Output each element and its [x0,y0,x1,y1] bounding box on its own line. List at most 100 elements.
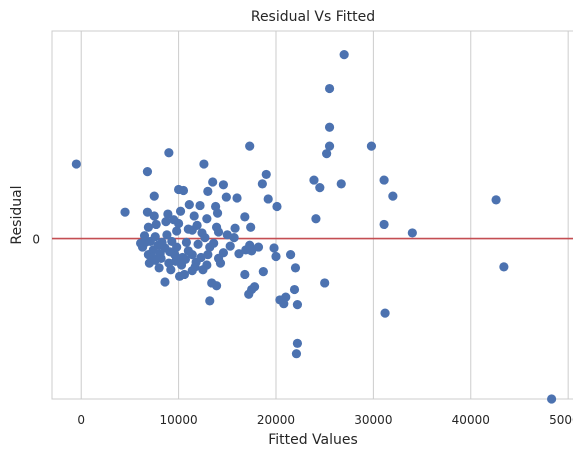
data-point [161,217,171,227]
x-tick-labels: 0 10000 20000 30000 40000 50000 [77,413,573,427]
data-point [366,141,377,151]
data-point [178,185,189,196]
data-point [240,269,250,280]
data-point [149,191,159,201]
data-point [245,240,255,250]
data-point [192,220,202,230]
data-point [212,208,223,218]
data-point [289,284,300,295]
data-point [291,349,302,359]
data-point [151,219,161,230]
data-point [149,211,159,221]
y-tick-labels: 0 [32,233,40,247]
data-point [142,166,153,177]
data-point [155,249,165,259]
data-point [150,232,160,242]
data-point [286,250,296,260]
y-tick-label: 0 [32,233,40,247]
data-point [139,231,150,241]
data-point [183,224,193,234]
x-tick-label: 0 [77,413,85,427]
data-point [153,240,163,250]
data-point [202,214,212,224]
data-point [407,228,417,238]
y-axis-label: Residual [9,185,25,244]
data-point [189,211,199,221]
data-point [175,206,186,216]
data-point [258,267,268,277]
data-point [320,278,330,288]
data-point [160,277,170,287]
data-point [491,195,501,205]
data-point [388,191,398,201]
data-point [234,249,244,259]
data-point [324,122,335,132]
data-point [205,242,215,252]
data-point [324,141,335,151]
data-point [195,200,205,211]
data-point [120,207,130,217]
data-point [211,222,222,232]
data-point [292,300,303,310]
data-point [271,251,281,262]
data-point [324,83,335,94]
gridlines [80,31,569,399]
data-point [249,282,260,292]
data-point [71,159,81,169]
data-point [222,230,232,240]
x-tick-label: 50000 [549,413,573,427]
data-point [196,252,206,263]
data-point [261,169,271,180]
data-point [184,200,194,210]
data-point [218,180,229,190]
data-point [218,248,229,258]
data-point [225,241,235,251]
data-point [339,49,349,60]
data-point [322,149,332,159]
data-point [165,247,175,257]
x-tick-label: 40000 [452,413,490,427]
data-point [269,243,279,253]
data-point [203,186,213,197]
data-point [180,254,191,264]
data-point [215,258,226,268]
data-point [292,338,303,348]
chart-title: Residual Vs Fitted [251,9,375,25]
data-point [309,175,319,185]
data-point [279,299,289,309]
data-point [187,250,197,260]
data-point [162,230,172,240]
x-tick-label: 20000 [257,413,295,427]
data-point [205,296,215,306]
data-point [311,214,321,224]
data-point [379,219,389,230]
data-point [315,183,325,193]
data-point [169,215,179,225]
data-point [167,236,177,247]
plot-frame [51,30,573,400]
x-axis-label: Fitted Values [268,432,358,448]
data-point [147,252,157,263]
data-point [499,262,509,272]
data-point [163,209,173,219]
data-point [207,278,217,288]
data-point [263,194,273,204]
data-point [272,201,282,212]
data-point [246,222,256,232]
data-point [208,177,218,187]
data-point [202,260,212,270]
data-point [181,237,191,247]
data-point [193,239,203,249]
data-point [336,179,346,189]
x-tick-label: 10000 [160,413,198,427]
data-point [257,179,267,189]
x-tick-label: 30000 [354,413,392,427]
data-point [380,308,390,318]
data-point [240,212,250,222]
data-point [245,141,255,151]
data-point [221,192,231,202]
data-point [290,263,301,273]
data-point [143,222,154,232]
data-point [200,233,210,243]
